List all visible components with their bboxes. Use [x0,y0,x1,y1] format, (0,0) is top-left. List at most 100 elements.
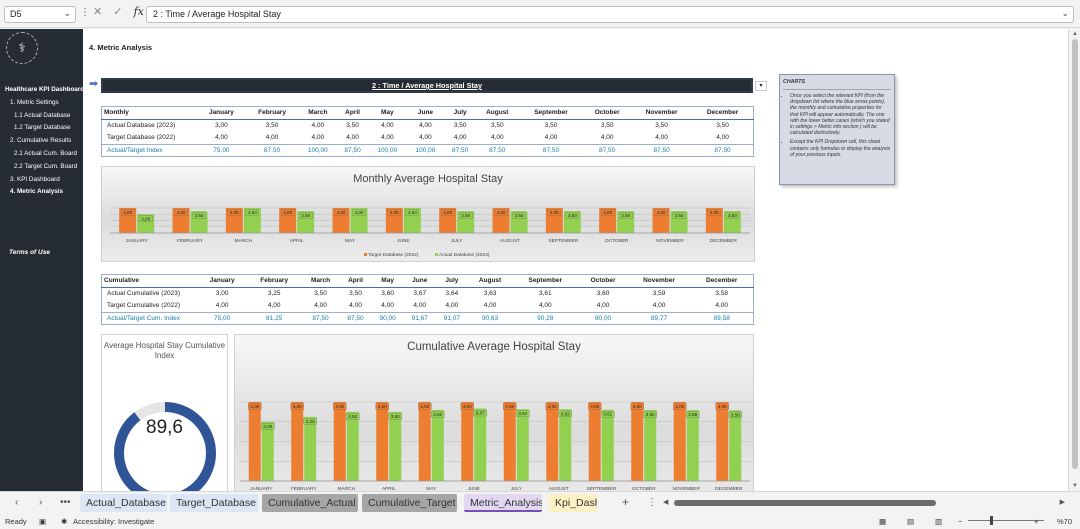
table-cell[interactable]: 3,61 [538,290,552,297]
table-cell[interactable]: 3,50 [544,122,558,129]
vertical-scrollbar[interactable]: ▲ ▼ [1068,29,1080,491]
table-cell[interactable]: 3,50 [346,122,359,129]
formula-input[interactable]: 2 : Time / Average Hospital Stay ⌄ [146,6,1074,23]
sidebar-item[interactable]: 3. KPI Dashboard [10,175,60,183]
table-cell[interactable]: 100,00 [298,143,337,157]
table-cell[interactable]: 87,50 [518,143,584,157]
column-header[interactable]: September [512,274,579,288]
table-cell[interactable]: 3,50 [655,122,668,129]
table-cell[interactable]: 87,50 [339,311,372,325]
zoom-in-icon[interactable]: + [1034,517,1039,526]
table-cell[interactable]: 90,00 [578,311,628,325]
table-cell[interactable]: 87,50 [301,311,340,325]
sidebar-item[interactable]: 4. Metric Analysis [10,188,63,196]
more-icon[interactable]: ⋮ [80,7,90,18]
table-cell[interactable]: 4,00 [453,134,467,141]
page-break-icon[interactable]: ▥ [935,517,943,526]
table-cell[interactable]: 90,28 [512,311,579,325]
table-cell[interactable]: 3,63 [483,290,497,297]
normal-view-icon[interactable]: ▦ [879,517,887,526]
column-header[interactable]: March [298,106,337,120]
table-cell[interactable]: 3,50 [349,290,362,297]
table-cell[interactable]: 75,00 [197,311,247,325]
table-cell[interactable]: 3,58 [715,290,729,297]
table-cell[interactable]: 3,50 [265,122,279,129]
table-cell[interactable]: 3,25 [267,290,281,297]
table-cell[interactable]: 100,00 [406,143,445,157]
sheet-tab[interactable]: Kpi_Dash [549,494,597,512]
sidebar-item[interactable]: 1.2 Target Database [14,124,71,132]
dropdown-button[interactable]: ▾ [755,81,767,91]
table-cell[interactable]: 4,00 [483,302,497,309]
table-title[interactable]: Monthly [101,106,198,120]
zoom-out-icon[interactable]: − [958,517,963,526]
table-cell[interactable]: 4,00 [314,302,327,309]
column-header[interactable]: August [475,106,519,120]
column-header[interactable]: April [339,274,372,288]
row-label[interactable]: Actual/Target Index [101,143,198,157]
column-header[interactable]: June [403,274,436,288]
macro-icon[interactable]: ▣ [39,517,47,526]
table-cell[interactable]: 87,50 [692,143,754,157]
row-label[interactable]: Target Cumulative (2022) [107,302,180,309]
scroll-thumb[interactable] [1072,39,1078,469]
table-cell[interactable]: 87,50 [336,143,369,157]
column-header[interactable]: November [631,106,693,120]
cancel-icon[interactable]: ✕ [93,6,103,18]
table-cell[interactable]: 4,00 [215,302,229,309]
table-cell[interactable]: 91,67 [403,311,436,325]
zoom-slider[interactable] [968,520,1044,521]
table-cell[interactable]: 89,58 [690,311,754,325]
row-label[interactable]: Actual Database (2023) [107,122,176,129]
cumulative-chart[interactable]: Cumulative Average Hospital Stay 4,00 3,0… [234,334,754,510]
sheet-tab[interactable]: Metric_Analysis [464,494,542,512]
sidebar-item[interactable]: 1. Metric Settings [10,98,59,106]
table-cell[interactable]: 4,00 [311,134,325,141]
kpi-dropdown[interactable]: 2 : Time / Average Hospital Stay [101,78,753,93]
column-header[interactable]: May [368,106,407,120]
column-header[interactable]: July [444,106,476,120]
accessibility-status[interactable]: Accessibility: Investigate [73,517,155,526]
table-cell[interactable]: 4,00 [652,302,666,309]
column-header[interactable]: November [627,274,691,288]
column-header[interactable]: July [435,274,468,288]
table-cell[interactable]: 3,60 [596,290,610,297]
column-header[interactable]: February [245,106,299,120]
table-cell[interactable]: 90,63 [467,311,513,325]
row-label[interactable]: Actual/Target Cum. Index [101,311,198,325]
table-cell[interactable]: 4,00 [419,134,432,141]
table-cell[interactable]: 4,00 [716,134,729,141]
table-cell[interactable]: 3,50 [490,122,504,129]
sidebar-item[interactable]: 2.2 Target Cum. Board [14,162,78,170]
zoom-level[interactable]: %70 [1057,517,1073,526]
table-cell[interactable]: 4,00 [349,302,362,309]
table-cell[interactable]: 81,25 [246,311,302,325]
gauge-chart[interactable]: Average Hospital Stay Cumulative Index 8… [101,334,228,510]
table-cell[interactable]: 3,50 [600,122,614,129]
table-cell[interactable]: 3,60 [381,290,394,297]
zoom-slider-thumb[interactable] [990,516,993,525]
table-cell[interactable]: 4,00 [600,134,614,141]
table-cell[interactable]: 87,50 [583,143,632,157]
table-cell[interactable]: 90,00 [371,311,404,325]
table-cell[interactable]: 4,00 [311,122,325,129]
table-cell[interactable]: 4,00 [413,302,427,309]
chevron-down-icon[interactable]: ⌄ [63,8,71,18]
sheet-tab[interactable]: Target_Database [170,494,258,512]
sidebar-item[interactable]: 2. Cumulative Results [10,137,72,145]
column-header[interactable]: October [578,274,628,288]
next-sheet-icon[interactable]: › [39,497,43,508]
column-header[interactable]: September [518,106,584,120]
table-cell[interactable]: 4,00 [544,134,558,141]
sidebar-item[interactable]: 1.1 Actual Database [14,111,71,119]
table-cell[interactable]: 4,00 [596,302,610,309]
table-cell[interactable]: 87,50 [444,143,476,157]
table-cell[interactable]: 87,50 [475,143,519,157]
column-header[interactable]: December [692,106,754,120]
sheet-tab[interactable]: Cumulative_Actual [262,494,358,512]
table-cell[interactable]: 4,00 [381,302,394,309]
table-cell[interactable]: 3,00 [215,122,228,129]
scroll-down-icon[interactable]: ▼ [1072,483,1078,489]
column-header[interactable]: May [371,274,404,288]
sheet-tab[interactable]: Cumulative_Target [362,494,457,512]
